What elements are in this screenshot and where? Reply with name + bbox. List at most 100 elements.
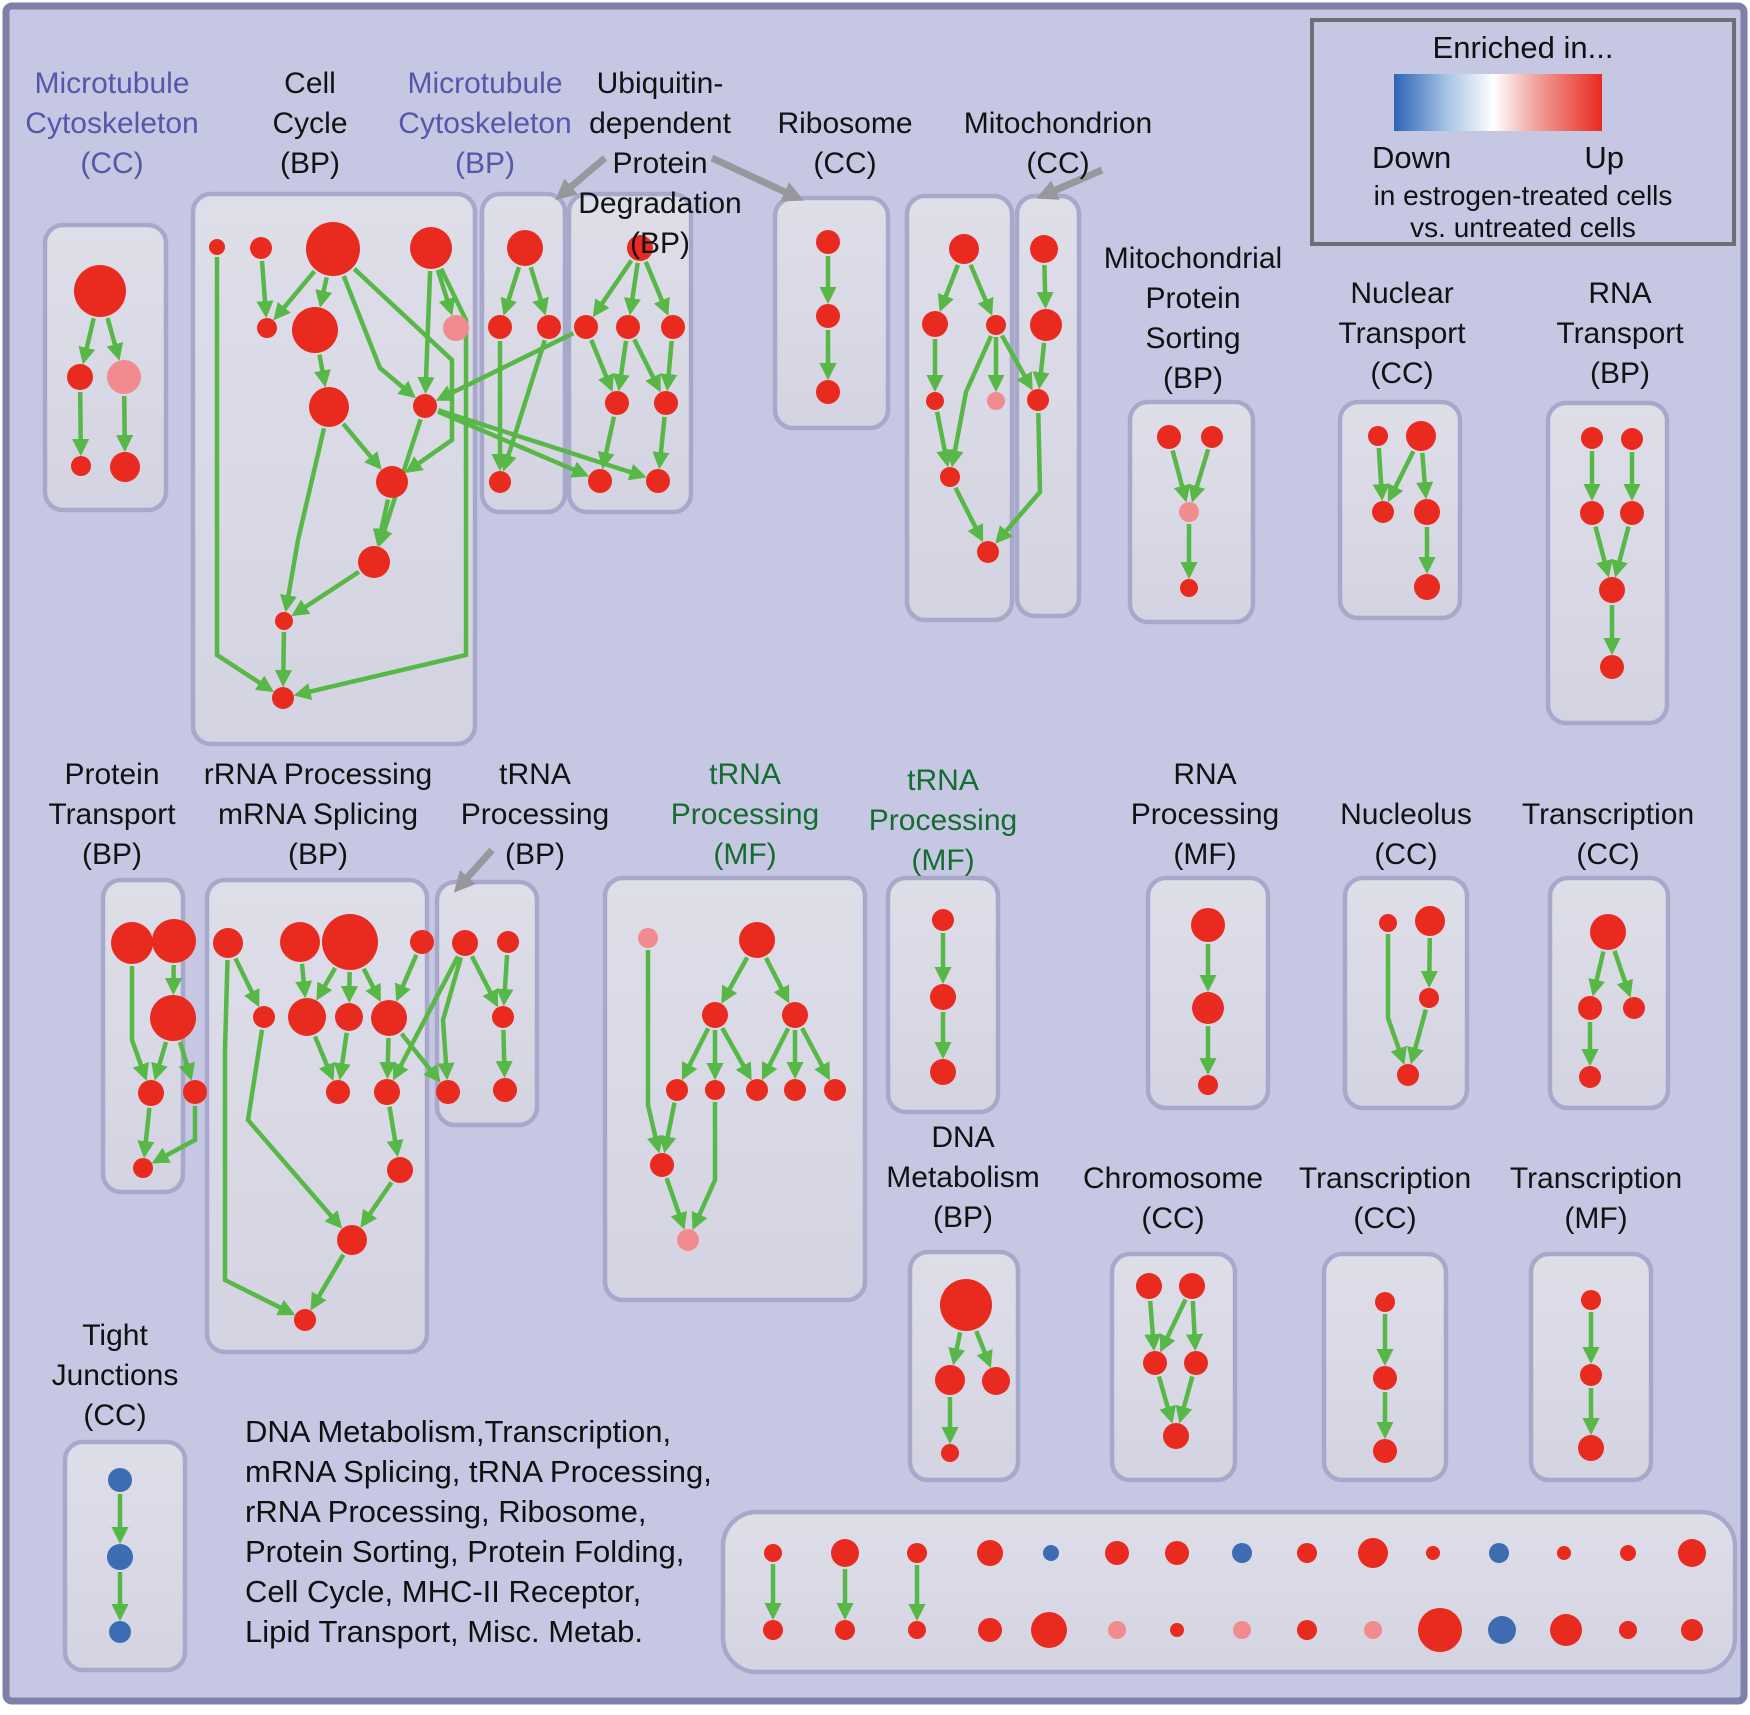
node-M1 [452, 930, 478, 956]
node-B8 [309, 387, 349, 427]
node-H2 [1201, 426, 1223, 448]
cluster-label-line: (BP) [280, 147, 340, 180]
node-K3 [150, 995, 196, 1041]
node-Q1 [1379, 914, 1397, 932]
edge-arrow-Q2-Q3 [1420, 937, 1438, 989]
node-T4 [1184, 1351, 1208, 1375]
edge-arrow-F1-F2 [937, 264, 960, 312]
edge-arrow-S1-S2 [948, 1331, 966, 1366]
node-J1 [1581, 427, 1603, 449]
node-X8 [1232, 1543, 1252, 1563]
edge-arrow-G2-G3 [1032, 342, 1050, 390]
edge-arrow-T4-T5 [1175, 1375, 1195, 1424]
edge-arrow-F3-F6 [946, 335, 994, 468]
node-B2 [250, 237, 272, 259]
edge-arrow-R1-R3 [1612, 950, 1634, 998]
node-X3 [907, 1543, 927, 1563]
cluster-label-line: (CC) [80, 147, 143, 180]
cluster-label-line: Cycle [272, 107, 347, 140]
edge-arrow-M1-L10 [392, 955, 460, 1081]
node-Y15 [1681, 1619, 1703, 1641]
cluster-label-line: Transport [48, 798, 176, 831]
node-B4 [410, 227, 452, 269]
edge-arrow-B2-B5 [256, 260, 274, 319]
cluster-label-line: Sorting [1145, 322, 1240, 355]
edge-arrow-H1-H3 [1170, 449, 1191, 503]
node-D7 [646, 469, 670, 493]
edge-arrow-H2-H3 [1188, 448, 1211, 503]
node-H4 [1180, 579, 1198, 597]
cluster-label-line: (BP) [288, 838, 348, 871]
node-L10 [374, 1079, 400, 1105]
edge-arrow-L11-L12 [360, 1181, 394, 1228]
node-R4 [1579, 1066, 1601, 1088]
cluster-label-line: Cell [284, 67, 336, 100]
node-C1 [507, 230, 543, 266]
cluster-label-line: Microtubule [34, 67, 189, 100]
cluster-label-line: (BP) [933, 1201, 993, 1234]
node-N8 [824, 1079, 846, 1101]
cluster-label-line: (CC) [1370, 357, 1433, 390]
edge-arrow-N3-N8 [800, 1027, 830, 1081]
cluster-label-rrna-processing-mrna-splicing-bp: rRNA Processing mRNA Splicing (BP) [204, 758, 432, 871]
node-F1 [949, 234, 979, 264]
node-B10 [376, 466, 408, 498]
cluster-label-line: RNA [1588, 277, 1651, 310]
node-B1 [209, 239, 225, 255]
node-O3 [930, 1059, 956, 1085]
edge-arrow-T3-T5 [1156, 1375, 1176, 1424]
cluster-label-mitochondrial-protein-sorting-bp: Mitochondrial Protein Sorting (BP) [1104, 242, 1282, 395]
node-X13 [1557, 1546, 1571, 1560]
edge-arrow-L8-L10 [379, 1037, 397, 1080]
node-M4 [436, 1080, 460, 1104]
edge-arrow-B6-B8 [313, 354, 331, 388]
node-A3 [107, 360, 141, 394]
edge-arrow-M1-M4 [437, 956, 464, 1081]
cluster-label-line: tRNA [709, 758, 781, 791]
edge-arrow-I2-I4 [1416, 452, 1434, 500]
edge-arrow-N9-N10 [664, 1177, 687, 1230]
annotation-arrow-1 [710, 154, 804, 202]
cluster-label-line: (BP) [82, 838, 142, 871]
node-L1 [213, 928, 243, 958]
cluster-label-line: Tight [82, 1319, 148, 1352]
edge-arrow-L1-L13 [222, 959, 296, 1316]
edge-arrow-D0-D2 [623, 262, 641, 316]
node-X7 [1165, 1541, 1189, 1565]
node-X6 [1105, 1541, 1129, 1565]
node-N5 [705, 1080, 725, 1100]
cluster-label-line: (MF) [1564, 1202, 1627, 1235]
cluster-box-chrom [1109, 1251, 1238, 1483]
node-R2 [1578, 996, 1602, 1020]
edge-arrow-J4-J5 [1611, 526, 1631, 578]
node-Q4 [1397, 1064, 1419, 1086]
node-F6 [940, 467, 960, 487]
cluster-label-line: (BP) [505, 838, 565, 871]
cluster-label-line: Processing [461, 798, 609, 831]
node-I2 [1406, 421, 1436, 451]
node-L7 [335, 1003, 363, 1031]
cluster-label-line: RNA [1173, 758, 1236, 791]
node-A2 [67, 364, 93, 390]
node-D6 [588, 469, 612, 493]
node-D3 [661, 315, 685, 339]
cluster-label-line: (CC) [1353, 1202, 1416, 1235]
cluster-label-chromosome-cc: Chromosome (CC) [1083, 1162, 1263, 1235]
node-W1 [108, 1468, 132, 1492]
node-X2 [831, 1539, 859, 1567]
cluster-label-line: Transcription [1510, 1162, 1682, 1195]
edge-arrow-D5-D7 [652, 416, 670, 470]
edge-arrow-K1-K4 [129, 966, 149, 1081]
misc-line: Protein Sorting, Protein Folding, [245, 1534, 685, 1569]
node-I4 [1414, 499, 1440, 525]
cluster-label-nuclear-transport-cc: Nuclear Transport (CC) [1338, 277, 1466, 390]
node-B7 [443, 315, 469, 341]
node-S3 [982, 1367, 1010, 1395]
edge-arrow-N2-N6 [720, 1026, 752, 1081]
annotation-arrow-2 [1036, 166, 1104, 200]
edge-arrow-L10-L11 [386, 1106, 404, 1158]
cluster-label-transcription-mf: Transcription (MF) [1510, 1162, 1682, 1235]
node-X10 [1358, 1538, 1388, 1568]
node-K5 [183, 1080, 207, 1104]
